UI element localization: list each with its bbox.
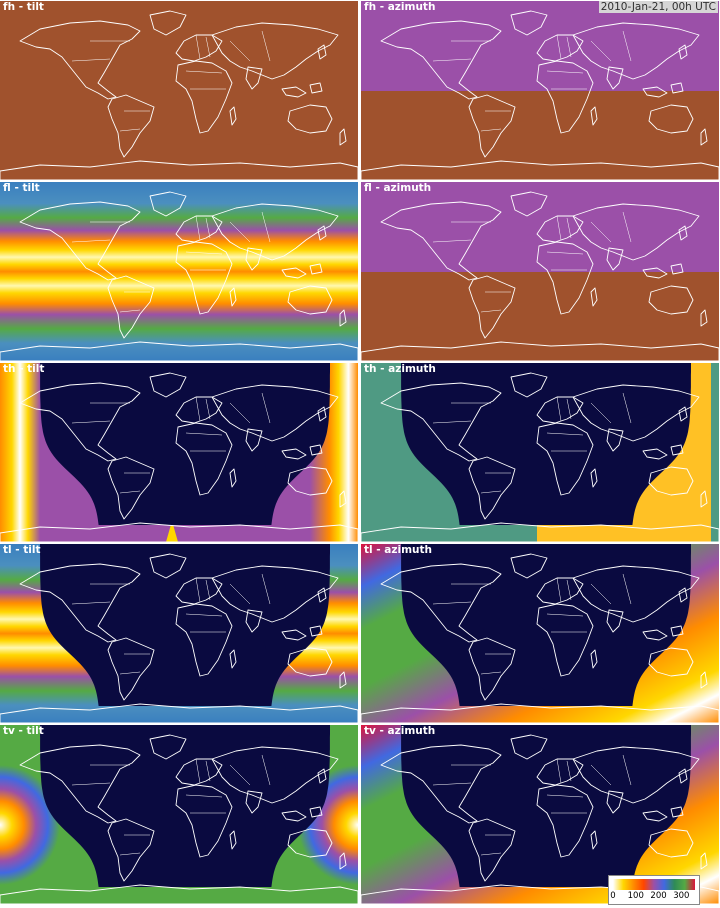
panel-label-fl-azimuth: fl - azimuth	[364, 182, 432, 194]
coastlines	[0, 553, 358, 723]
map-panel-fl-tilt: fl - tilt	[0, 182, 358, 361]
map-panel-th-tilt: th - tilt	[0, 363, 358, 542]
panel-label-fh-azimuth: fh - azimuth	[364, 1, 436, 13]
coastlines	[0, 372, 358, 542]
colorbar-ramp	[613, 879, 695, 890]
panel-label-fl-tilt: fl - tilt	[3, 182, 40, 194]
panel-label-tv-azimuth: tv - azimuth	[364, 725, 436, 737]
coastlines	[361, 372, 719, 542]
map-panel-th-azimuth: th - azimuth	[361, 363, 719, 542]
panel-label-th-azimuth: th - azimuth	[364, 363, 436, 375]
colorbar-ticks: 0 100 200 300	[609, 891, 699, 903]
map-fl-tilt	[0, 182, 358, 361]
map-panel-fh-azimuth: fh - azimuth	[361, 1, 719, 180]
coastlines	[0, 191, 358, 361]
map-fl-azimuth	[361, 182, 719, 361]
map-tv-tilt	[0, 725, 358, 904]
map-panel-tl-tilt: tl - tilt	[0, 544, 358, 723]
panel-label-tl-tilt: tl - tilt	[3, 544, 41, 556]
map-panel-fl-azimuth: fl - azimuth	[361, 182, 719, 361]
map-tl-tilt	[0, 544, 358, 723]
map-panel-fh-tilt: fh - tilt	[0, 1, 358, 180]
panel-label-fh-tilt: fh - tilt	[3, 1, 44, 13]
map-panel-tl-azimuth: tl - azimuth	[361, 544, 719, 723]
coastlines	[361, 553, 719, 723]
coastlines	[361, 191, 719, 361]
colorbar-tick-label: 300	[673, 891, 690, 901]
timestamp-label: 2010-Jan-21, 00h UTC	[598, 1, 718, 13]
map-panel-tv-azimuth: tv - azimuth	[361, 725, 719, 904]
colorbar-tick-label: 100	[627, 891, 644, 901]
colorbar-gradient	[613, 879, 695, 890]
coastlines	[0, 734, 358, 904]
colorbar-tick-label: 200	[650, 891, 667, 901]
map-panel-tv-tilt: tv - tilt	[0, 725, 358, 904]
colorbar-tick-label: 0	[610, 891, 616, 901]
map-fh-azimuth	[361, 1, 719, 180]
map-tv-azimuth	[361, 725, 719, 904]
map-tl-azimuth	[361, 544, 719, 723]
colorbar-legend: 0 100 200 300	[608, 875, 700, 905]
coastlines	[361, 10, 719, 180]
map-th-tilt	[0, 363, 358, 542]
panel-label-tv-tilt: tv - tilt	[3, 725, 44, 737]
panel-label-tl-azimuth: tl - azimuth	[364, 544, 432, 556]
panel-label-th-tilt: th - tilt	[3, 363, 45, 375]
map-th-azimuth	[361, 363, 719, 542]
map-fh-tilt	[0, 1, 358, 180]
coastlines	[0, 10, 358, 180]
